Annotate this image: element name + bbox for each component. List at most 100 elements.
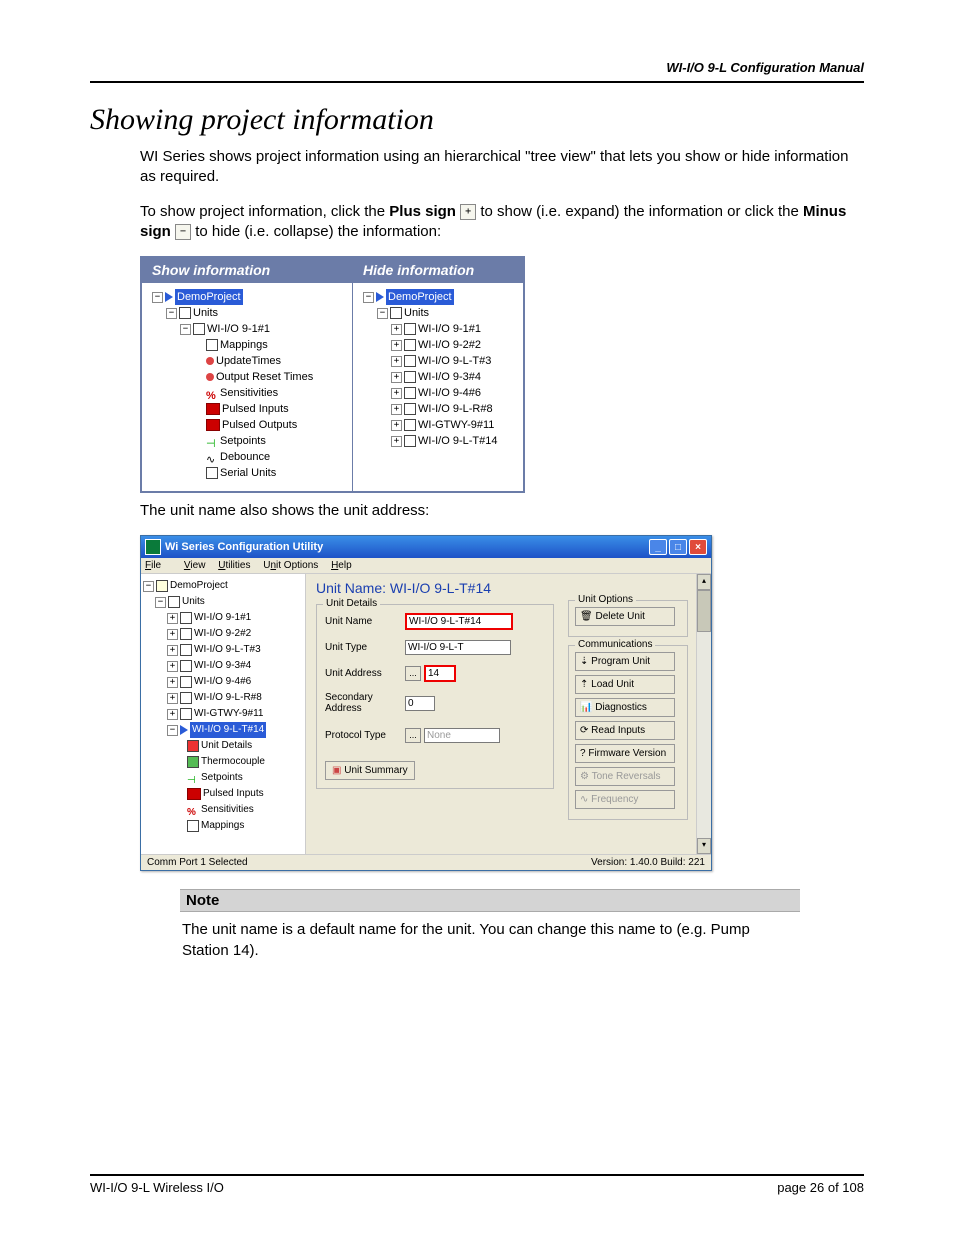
status-left: Comm Port 1 Selected: [147, 857, 591, 868]
tree-child[interactable]: Setpoints: [220, 433, 266, 449]
protocol-browse-button[interactable]: ...: [405, 728, 421, 743]
tree-child[interactable]: Serial Units: [220, 465, 276, 481]
footer-left: WI-I/O 9-L Wireless I/O: [90, 1180, 777, 1195]
menu-file[interactable]: File: [145, 560, 171, 571]
note-heading: Note: [180, 889, 800, 912]
comms-fieldset: Communications ⇣ Program Unit ⇡ Load Uni…: [568, 645, 688, 820]
tree-selected[interactable]: WI-I/O 9-L-T#14: [190, 722, 266, 738]
load-unit-button[interactable]: ⇡ Load Unit: [575, 675, 675, 694]
unit-address-label: Unit Address: [325, 668, 405, 679]
tree-child[interactable]: Sensitivities: [220, 385, 278, 401]
text: To show project information, click the: [140, 203, 389, 220]
scroll-thumb[interactable]: [697, 590, 711, 632]
app-window: Wi Series Configuration Utility _ □ × Fi…: [140, 535, 712, 871]
tree-child[interactable]: Mappings: [220, 337, 268, 353]
show-paragraph: To show project information, click the P…: [140, 202, 864, 243]
note-box: Note The unit name is a default name for…: [180, 889, 800, 969]
tree-item[interactable]: WI-I/O 9-L-T#14: [418, 433, 497, 449]
plus-sign-label: Plus sign: [389, 203, 460, 220]
body-content: WI Series shows project information usin…: [140, 147, 864, 871]
text: to hide (i.e. collapse) the information:: [195, 223, 441, 240]
menu-view[interactable]: View: [184, 560, 206, 571]
tree-root[interactable]: DemoProject: [386, 289, 454, 305]
tree-item[interactable]: WI-GTWY-9#11: [418, 417, 494, 433]
tree-item[interactable]: WI-I/O 9-3#4: [418, 369, 481, 385]
tree-item[interactable]: WI-I/O 9-L-R#8: [194, 690, 262, 706]
tree-sub[interactable]: Unit Details: [201, 738, 252, 754]
protocol-label: Protocol Type: [325, 730, 405, 741]
minimize-button[interactable]: _: [649, 539, 667, 555]
info-table: Show information Hide information −DemoP…: [140, 256, 525, 493]
menu-help[interactable]: Help: [331, 560, 352, 571]
app-icon: [145, 539, 161, 555]
tree-item[interactable]: WI-I/O 9-4#6: [418, 385, 481, 401]
tree-item[interactable]: WI-I/O 9-1#1: [194, 610, 251, 626]
unit-options-legend: Unit Options: [575, 594, 636, 605]
secondary-input[interactable]: [405, 696, 435, 711]
comms-legend: Communications: [575, 639, 655, 650]
protocol-input: [424, 728, 500, 743]
tree-child[interactable]: Pulsed Outputs: [222, 417, 297, 433]
tree-item[interactable]: WI-I/O 9-L-T#3: [194, 642, 261, 658]
tree-units[interactable]: Units: [404, 305, 429, 321]
scroll-down-icon[interactable]: ▾: [697, 838, 711, 854]
tree-item[interactable]: WI-I/O 9-1#1: [418, 321, 481, 337]
unit-type-input[interactable]: [405, 640, 511, 655]
tree-expanded: −DemoProject −Units −WI-I/O 9-1#1 Mappin…: [152, 289, 342, 481]
close-button[interactable]: ×: [689, 539, 707, 555]
frequency-button: ∿ Frequency: [575, 790, 675, 809]
tree-sub[interactable]: Mappings: [201, 818, 244, 834]
tree-item[interactable]: WI-I/O 9-L-R#8: [418, 401, 493, 417]
intro-paragraph: WI Series shows project information usin…: [140, 147, 864, 188]
unit-name-input[interactable]: [405, 613, 513, 630]
tree-item[interactable]: WI-I/O 9-L-T#3: [418, 353, 491, 369]
tree-child[interactable]: UpdateTimes: [216, 353, 281, 369]
tree-sub[interactable]: Sensitivities: [201, 802, 254, 818]
firmware-button[interactable]: ? Firmware Version: [575, 744, 675, 763]
diagnostics-button[interactable]: 📊 Diagnostics: [575, 698, 675, 717]
tree-units[interactable]: Units: [182, 594, 205, 610]
delete-unit-button[interactable]: 🗑 Delete Unit: [575, 607, 675, 626]
scrollbar[interactable]: ▴ ▾: [696, 574, 711, 854]
col-show-header: Show information: [141, 257, 353, 283]
header-title: WI-I/O 9-L Configuration Manual: [90, 60, 864, 75]
minus-icon: −: [175, 224, 191, 240]
tree-child[interactable]: Output Reset Times: [216, 369, 313, 385]
show-tree-cell: −DemoProject −Units −WI-I/O 9-1#1 Mappin…: [141, 283, 353, 493]
read-inputs-button[interactable]: ⟳ Read Inputs: [575, 721, 675, 740]
tree-unit1[interactable]: WI-I/O 9-1#1: [207, 321, 270, 337]
address-browse-button[interactable]: ...: [405, 666, 421, 681]
scroll-up-icon[interactable]: ▴: [697, 574, 711, 590]
maximize-button[interactable]: □: [669, 539, 687, 555]
tree-root[interactable]: DemoProject: [175, 289, 243, 305]
right-panel: Unit Options 🗑 Delete Unit Communication…: [568, 600, 688, 828]
unit-address-input[interactable]: [424, 665, 456, 682]
program-unit-button[interactable]: ⇣ Program Unit: [575, 652, 675, 671]
tree-child[interactable]: Debounce: [220, 449, 270, 465]
status-right: Version: 1.40.0 Build: 221: [591, 857, 705, 868]
footer-right: page 26 of 108: [777, 1180, 864, 1195]
col-hide-header: Hide information: [353, 257, 525, 283]
menu-unit-options[interactable]: Unit Options: [263, 560, 318, 571]
unit-summary-button[interactable]: ▣ Unit Summary: [325, 761, 415, 780]
tree-root[interactable]: DemoProject: [170, 578, 228, 594]
page-number: 26: [810, 1180, 824, 1195]
tree-units[interactable]: Units: [193, 305, 218, 321]
tree-sub[interactable]: Setpoints: [201, 770, 243, 786]
tone-button: ⚙ Tone Reversals: [575, 767, 675, 786]
unit-name-label: Unit Name: [325, 616, 405, 627]
tree-child[interactable]: Pulsed Inputs: [222, 401, 289, 417]
tree-item[interactable]: WI-I/O 9-3#4: [194, 658, 251, 674]
menu-utilities[interactable]: Utilities: [218, 560, 250, 571]
tree-sub[interactable]: Pulsed Inputs: [203, 786, 264, 802]
tree-sub[interactable]: Thermocouple: [201, 754, 265, 770]
hide-tree-cell: −DemoProject −Units +WI-I/O 9-1#1 +WI-I/…: [353, 283, 525, 493]
window-title: Wi Series Configuration Utility: [165, 541, 323, 553]
secondary-label: Secondary Address: [325, 692, 405, 714]
tree-item[interactable]: WI-I/O 9-2#2: [418, 337, 481, 353]
tree-item[interactable]: WI-I/O 9-2#2: [194, 626, 251, 642]
plus-icon: +: [460, 204, 476, 220]
titlebar: Wi Series Configuration Utility _ □ ×: [141, 536, 711, 558]
tree-item[interactable]: WI-I/O 9-4#6: [194, 674, 251, 690]
tree-item[interactable]: WI-GTWY-9#11: [194, 706, 263, 722]
